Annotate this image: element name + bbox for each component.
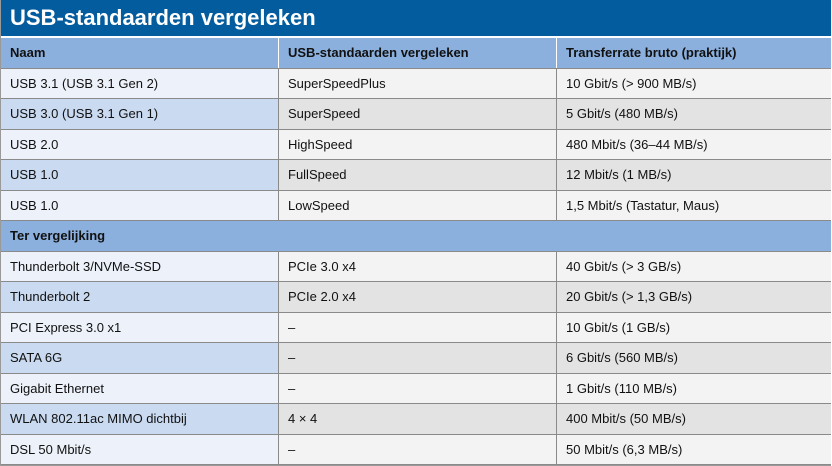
table-row: USB 1.0 LowSpeed 1,5 Mbit/s (Tastatur, Mau…: [1, 190, 831, 221]
table-cell: 1,5 Mbit/s (Tastatur, Maus): [557, 190, 831, 220]
table-cell: 1 Gbit/s (110 MB/s): [557, 373, 831, 403]
table-row: USB 1.0 FullSpeed 12 Mbit/s (1 MB/s): [1, 160, 831, 191]
table-cell: 20 Gbit/s (> 1,3 GB/s): [557, 282, 831, 312]
table-cell: HighSpeed: [279, 129, 557, 159]
table-row: DSL 50 Mbit/s –50 Mbit/s (6,3 MB/s): [1, 434, 831, 465]
table-cell: FullSpeed: [279, 160, 557, 190]
table-cell: –: [279, 312, 557, 342]
table-cell: –: [279, 434, 557, 464]
table-row: USB 3.0 (USB 3.1 Gen 1) SuperSpeed 5 Gbit/…: [1, 99, 831, 130]
table-title: USB-standaarden vergeleken: [1, 0, 831, 38]
table-cell: USB 3.1 (USB 3.1 Gen 2): [1, 68, 279, 98]
column-header: Naam: [1, 38, 279, 68]
table-cell: WLAN 802.11ac MIMO dichtbij: [1, 404, 279, 434]
table-row: WLAN 802.11ac MIMO dichtbij 4 × 4 400 Mbit…: [1, 404, 831, 435]
table-cell: 4 × 4: [279, 404, 557, 434]
table-cell: USB 1.0: [1, 160, 279, 190]
table-cell: USB 1.0: [1, 190, 279, 220]
table-cell: Gigabit Ethernet: [1, 373, 279, 403]
table-cell: 400 Mbit/s (50 MB/s): [557, 404, 831, 434]
table-cell: USB 3.0 (USB 3.1 Gen 1): [1, 99, 279, 129]
table-cell: DSL 50 Mbit/s: [1, 434, 279, 464]
table-row: USB 3.1 (USB 3.1 Gen 2) SuperSpeedPlus 10 …: [1, 68, 831, 99]
header-row: Naam USB-standaarden vergeleken Transfer…: [1, 38, 831, 69]
table-row: Gigabit Ethernet –1 Gbit/s (110 MB/s): [1, 373, 831, 404]
table-cell: PCI Express 3.0 x1: [1, 312, 279, 342]
table-cell: PCIe 3.0 x4: [279, 251, 557, 281]
table-cell: 50 Mbit/s (6,3 MB/s): [557, 434, 831, 464]
table-cell: –: [279, 343, 557, 373]
table-cell: SuperSpeed: [279, 99, 557, 129]
section-header: Ter vergelijking: [1, 221, 831, 252]
table-cell: Thunderbolt 3/NVMe-SSD: [1, 251, 279, 281]
table-cell: 40 Gbit/s (> 3 GB/s): [557, 251, 831, 281]
table-cell: 480 Mbit/s (36–44 MB/s): [557, 129, 831, 159]
table-cell: 12 Mbit/s (1 MB/s): [557, 160, 831, 190]
table-cell: –: [279, 373, 557, 403]
column-header: Transferrate bruto (praktijk): [566, 45, 737, 60]
table-row: PCI Express 3.0 x1–10 Gbit/s (1 GB/s): [1, 312, 831, 343]
table-cell: LowSpeed: [279, 190, 557, 220]
table-cell: 6 Gbit/s (560 MB/s): [557, 343, 831, 373]
table-row: Thunderbolt 3/NVMe-SSD PCIe 3.0 x4 40 Gbit…: [1, 251, 831, 282]
table-cell: SuperSpeedPlus: [279, 68, 557, 98]
table-row: SATA 6G –6 Gbit/s (560 MB/s): [1, 343, 831, 374]
table-cell: Thunderbolt 2: [1, 282, 279, 312]
table-row: Thunderbolt 2 PCIe 2.0 x4 20 Gbit/s (> 1,3…: [1, 282, 831, 313]
table-cell: 5 Gbit/s (480 MB/s): [557, 99, 831, 129]
table-cell: SATA 6G: [1, 343, 279, 373]
column-header: USB-standaarden vergeleken: [279, 38, 557, 68]
table-cell: 10 Gbit/s (1 GB/s): [557, 312, 831, 342]
table-cell: PCIe 2.0 x4: [279, 282, 557, 312]
table-cell: USB 2.0: [1, 129, 279, 159]
table-cell: 10 Gbit/s (> 900 MB/s): [557, 68, 831, 98]
table-row: USB 2.0 HighSpeed 480 Mbit/s (36–44 MB/s): [1, 129, 831, 160]
